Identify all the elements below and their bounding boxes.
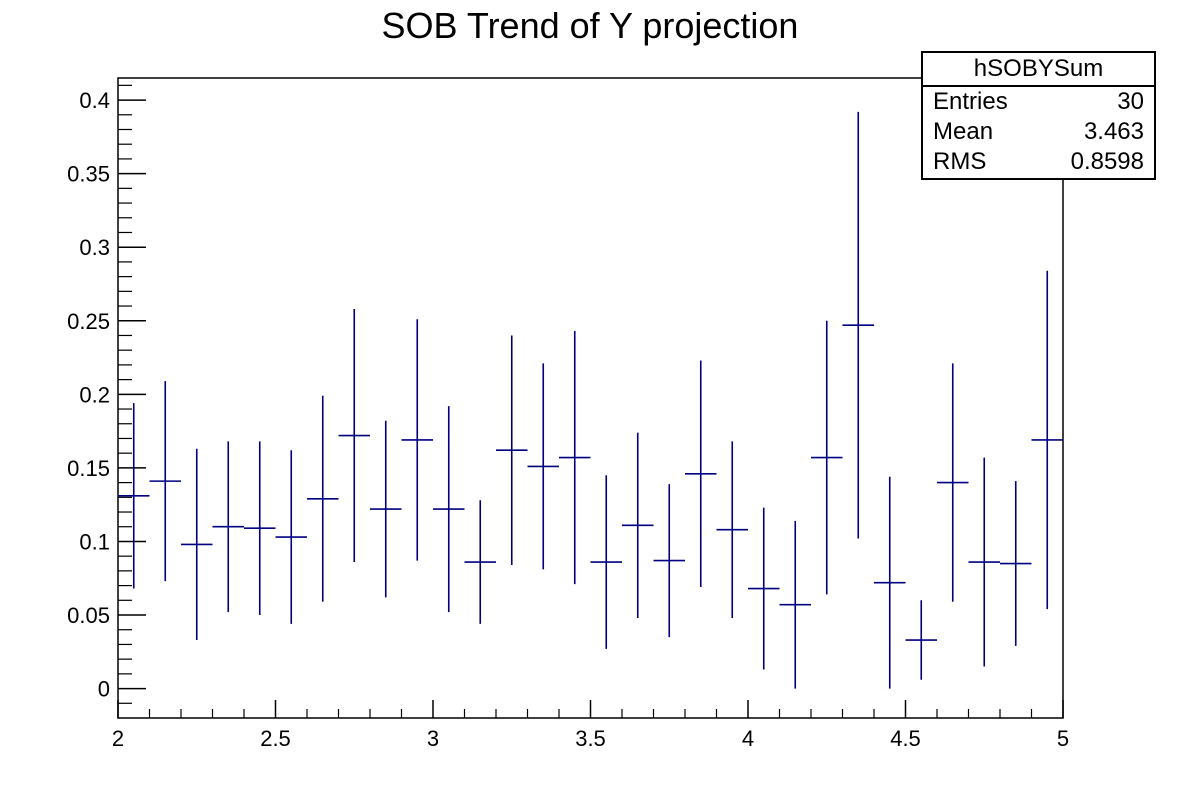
chart-title: SOB Trend of Y projection <box>382 5 799 46</box>
stats-row-entries: Entries 30 <box>923 87 1154 117</box>
y-tick-label: 0.05 <box>67 603 110 628</box>
x-tick-label: 3 <box>427 726 439 751</box>
y-tick-label: 0.2 <box>79 382 110 407</box>
y-tick-label: 0 <box>98 677 110 702</box>
stats-row-rms: RMS 0.8598 <box>923 147 1154 177</box>
x-tick-label: 2 <box>112 726 124 751</box>
stats-mean-value: 3.463 <box>1083 118 1144 145</box>
stats-mean-label: Mean <box>933 118 994 145</box>
axis-ticks <box>117 84 1064 718</box>
data-marks <box>118 111 1063 689</box>
stats-box: hSOBYSum Entries 30 Mean 3.463 RMS 0.859… <box>921 51 1156 180</box>
x-tick-label: 5 <box>1057 726 1069 751</box>
y-tick-label: 0.1 <box>79 529 110 554</box>
y-tick-label: 0.4 <box>79 88 110 113</box>
x-tick-label: 4 <box>742 726 754 751</box>
stats-rms-label: RMS <box>933 148 987 175</box>
y-tick-label: 0.15 <box>67 456 110 481</box>
y-tick-label: 0.25 <box>67 309 110 334</box>
stats-entries-value: 30 <box>1117 88 1144 115</box>
stats-entries-label: Entries <box>933 88 1008 115</box>
y-tick-label: 0.3 <box>79 235 110 260</box>
x-tick-label: 2.5 <box>260 726 291 751</box>
y-tick-label: 0.35 <box>67 162 110 187</box>
stats-rms-value: 0.8598 <box>1070 148 1144 175</box>
x-tick-label: 3.5 <box>575 726 606 751</box>
stats-row-mean: Mean 3.463 <box>923 117 1154 147</box>
x-tick-label: 4.5 <box>890 726 921 751</box>
stats-histogram-name: hSOBYSum <box>923 53 1154 87</box>
tick-labels: 2 2.5 3 3.5 4 4.5 5 0 0.05 0.1 0.15 0.2 0.25 0.3 0.35 0… <box>67 88 1069 751</box>
